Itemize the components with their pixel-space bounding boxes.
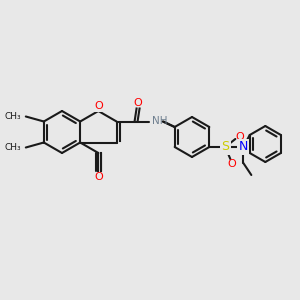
Text: CH₃: CH₃	[4, 143, 21, 152]
Text: S: S	[221, 140, 229, 154]
Text: O: O	[133, 98, 142, 107]
Text: N: N	[238, 140, 248, 154]
Text: O: O	[235, 132, 244, 142]
Text: CH₃: CH₃	[4, 112, 21, 121]
Text: O: O	[94, 101, 103, 111]
Text: O: O	[227, 159, 236, 169]
Text: O: O	[94, 172, 103, 182]
Text: NH: NH	[152, 116, 167, 127]
